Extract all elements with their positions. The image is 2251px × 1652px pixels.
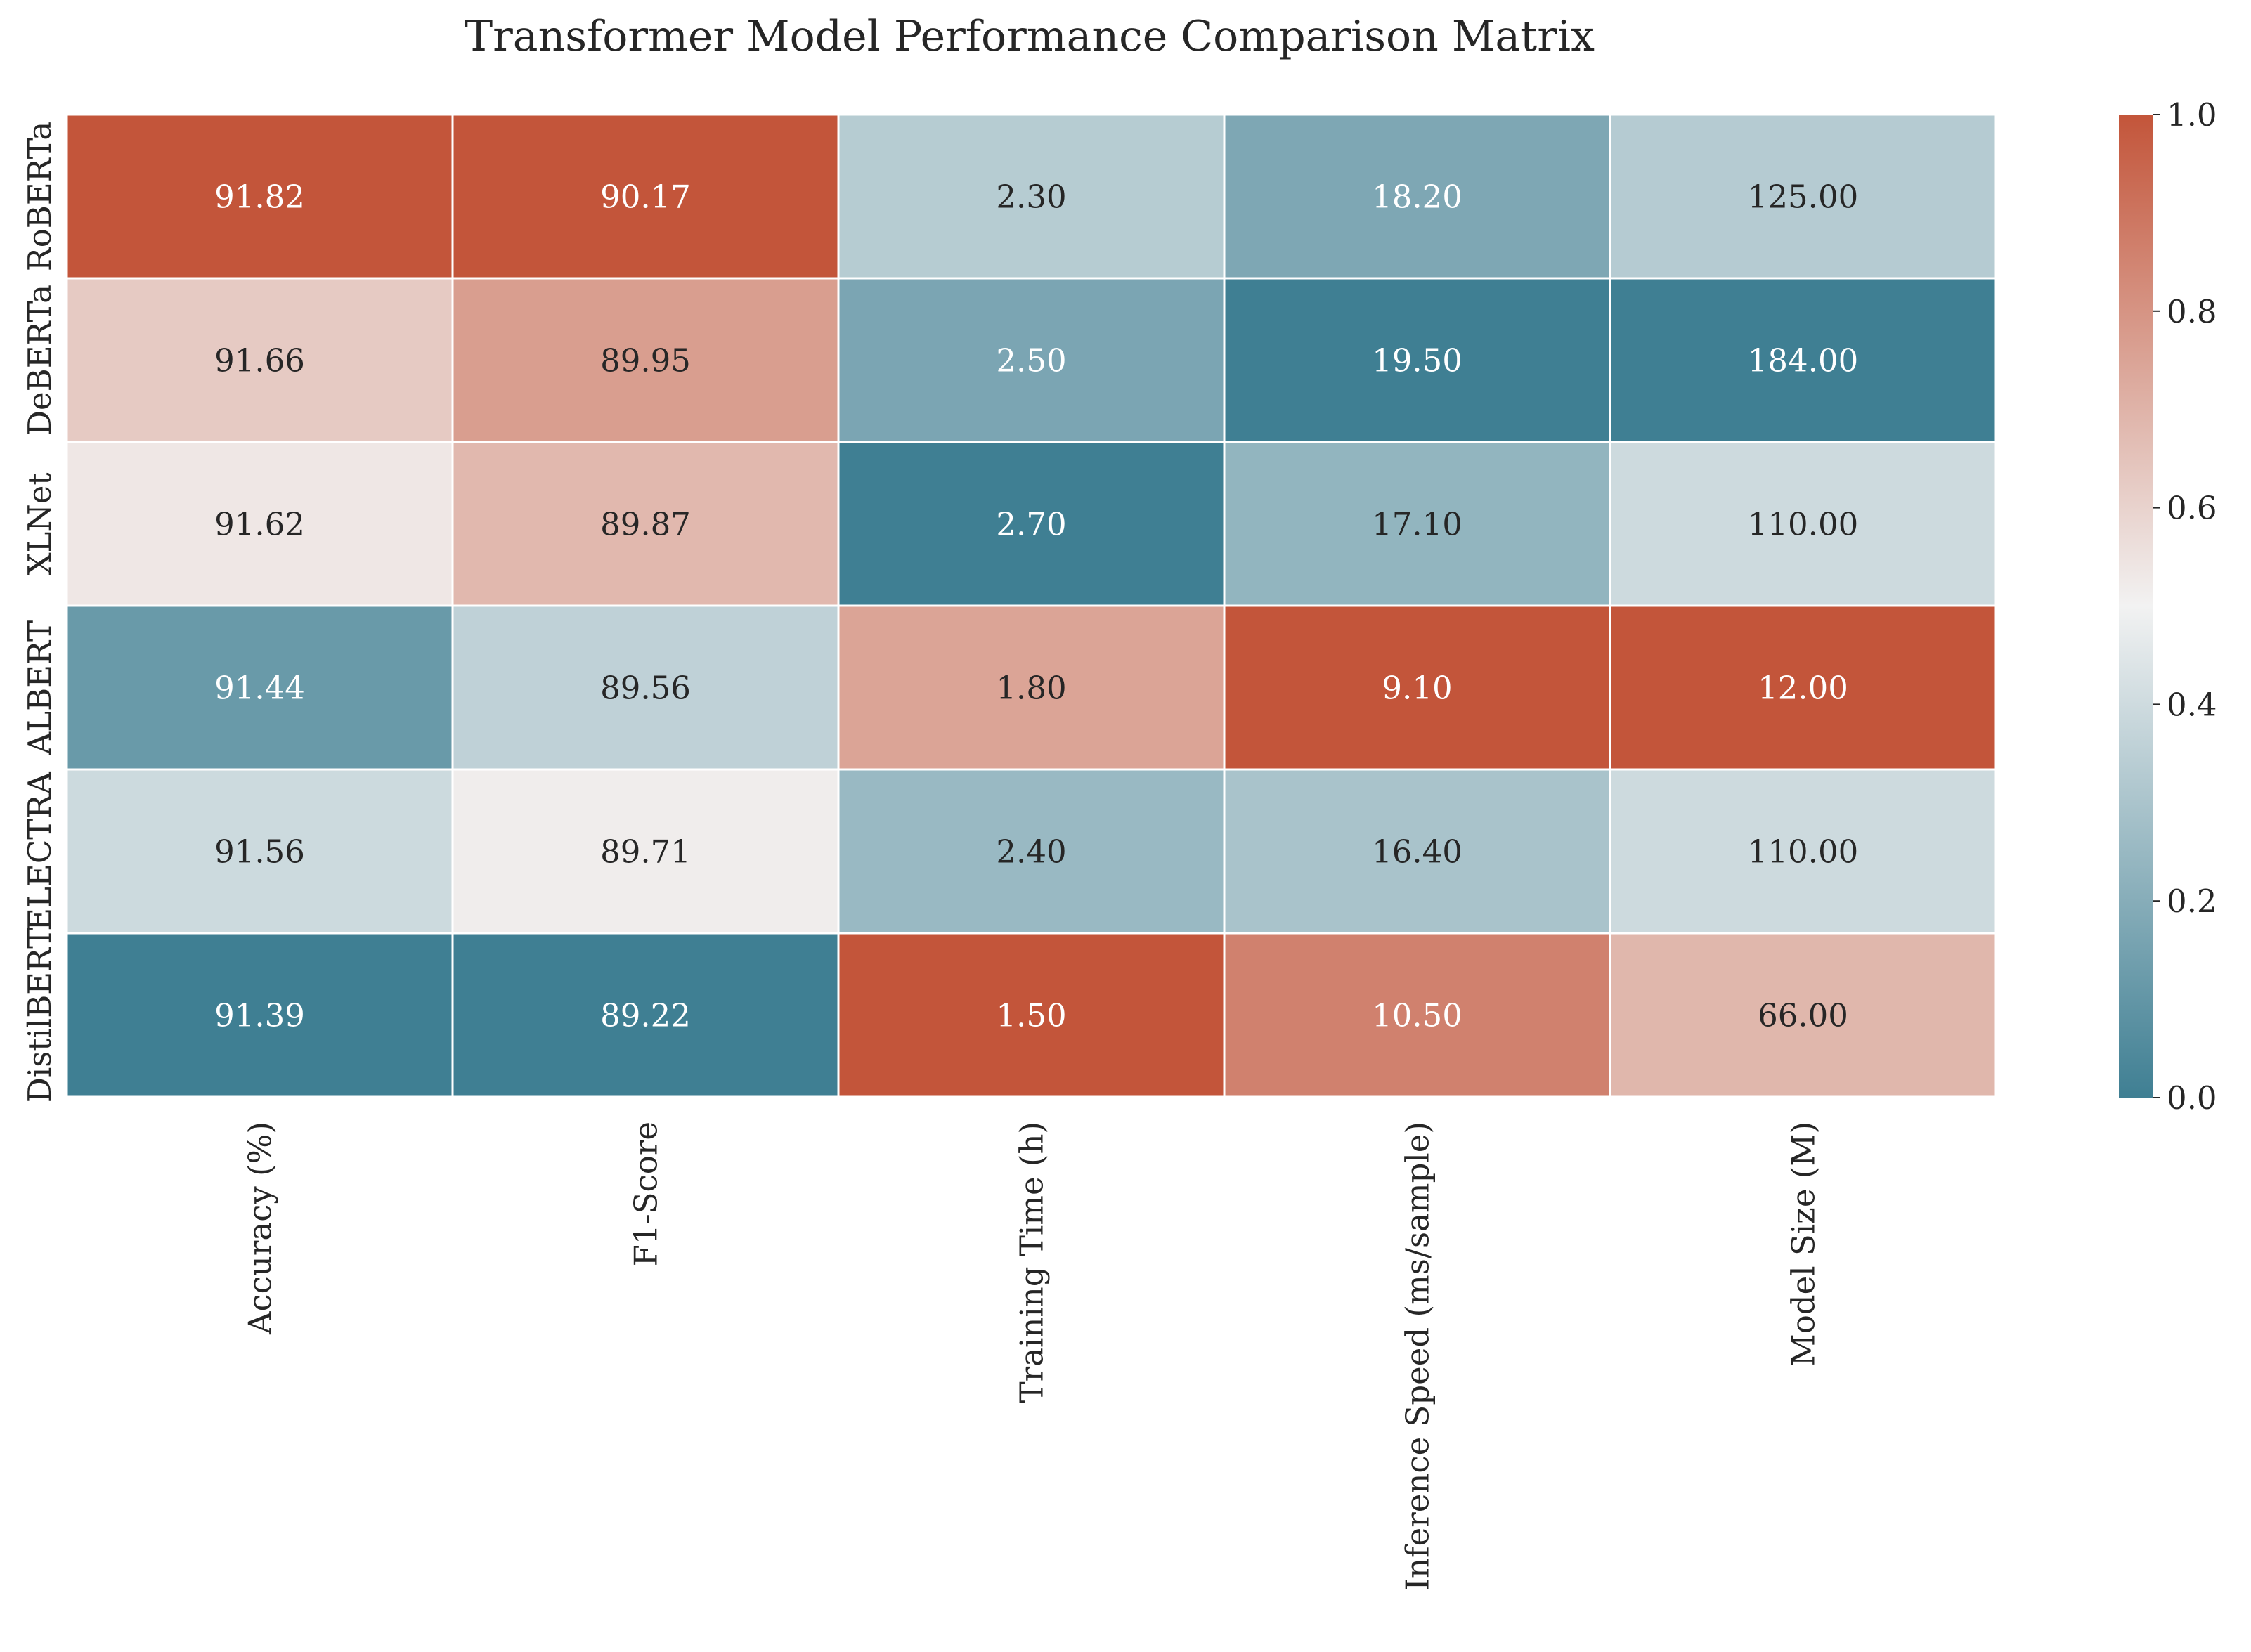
cell-value-label: 18.20 (1372, 178, 1462, 216)
cell-value-label: 90.17 (600, 178, 691, 216)
cell-value-label: 1.50 (996, 997, 1066, 1034)
heatmap-cell (451, 113, 840, 280)
heatmap-cell (1609, 441, 1997, 607)
heatmap-cell (451, 604, 840, 771)
y-tick-label: ELECTRA (21, 772, 58, 931)
x-tick-label: Inference Speed (ms/sample) (1399, 1121, 1436, 1591)
colorbar-tick-label: 0.6 (2167, 490, 2217, 527)
y-tick-label: ALBERT (21, 620, 58, 755)
heatmap-cell (65, 604, 454, 771)
cell-value-label: 10.50 (1372, 997, 1462, 1034)
heatmap-cell (65, 113, 454, 280)
cell-value-label: 91.56 (214, 833, 305, 871)
y-tick-label: XLNet (21, 472, 58, 575)
cell-value-label: 91.82 (214, 178, 305, 216)
cell-value-label: 89.56 (600, 670, 691, 707)
heatmap-cell (1223, 113, 1611, 280)
heatmap-cell (837, 113, 1226, 280)
x-tick-label: Model Size (M) (1785, 1121, 1822, 1366)
colorbar-tick-label: 0.0 (2167, 1079, 2217, 1117)
heatmap-cell (1223, 604, 1611, 771)
heatmap-cell (1609, 604, 1997, 771)
cell-value-label: 12.00 (1758, 670, 1848, 707)
x-tick-label: Accuracy (%) (242, 1121, 279, 1335)
cell-value-label: 16.40 (1372, 833, 1462, 871)
heatmap-cell (1223, 932, 1611, 1098)
colorbar-tick-label: 0.2 (2167, 883, 2217, 920)
cell-value-label: 89.22 (600, 997, 691, 1034)
heatmap-cell (837, 277, 1226, 443)
cell-value-label: 91.62 (214, 506, 305, 543)
cell-value-label: 1.80 (996, 670, 1066, 707)
heatmap-cell (837, 604, 1226, 771)
x-tick-labels: Accuracy (%) F1-Score Training Time (h) Inf… (242, 1121, 1822, 1591)
cell-value-label: 66.00 (1758, 997, 1848, 1034)
heatmap-cell (1223, 441, 1611, 607)
heatmap-cell (837, 932, 1226, 1098)
heatmap-cell (65, 277, 454, 443)
heatmap-cell (837, 768, 1226, 935)
heatmap-cell (1609, 932, 1997, 1098)
heatmap-cell (1609, 768, 1997, 935)
heatmap-cell (65, 768, 454, 935)
cell-value-label: 19.50 (1372, 342, 1462, 379)
colorbar: 0.0 0.2 0.4 0.6 0.8 1.0 (2119, 96, 2217, 1117)
heatmap-cell (1609, 277, 1997, 443)
cell-value-label: 110.00 (1748, 833, 1858, 871)
x-tick-label: Training Time (h) (1013, 1121, 1051, 1403)
cell-value-label: 2.50 (996, 342, 1066, 379)
colorbar-tick-label: 0.8 (2167, 293, 2217, 330)
cell-value-label: 2.40 (996, 833, 1066, 871)
heatmap-cell (451, 441, 840, 607)
y-tick-labels: RoBERTa DeBERTa XLNet ALBERT ELECTRADistilBE… (21, 122, 58, 1103)
y-tick-label: RoBERTa (21, 122, 58, 271)
heatmap-cells: 91.82 90.17 2.30 18.20 125.00 91.66 89.95 2.50 1… (65, 113, 1997, 1098)
heatmap-cell (451, 932, 840, 1098)
cell-value-label: 2.30 (996, 178, 1066, 216)
cell-value-label: 89.87 (600, 506, 691, 543)
cell-value-label: 110.00 (1748, 506, 1858, 543)
colorbar-tick-label: 1.0 (2167, 96, 2217, 134)
heatmap-cell (451, 768, 840, 935)
cell-value-label: 89.71 (600, 833, 691, 871)
cell-value-label: 9.10 (1382, 670, 1452, 707)
x-tick-label: F1-Score (628, 1121, 665, 1266)
chart-title: Transformer Model Performance Comparison… (465, 12, 1595, 61)
heatmap-cell (1609, 113, 1997, 280)
y-tick-label: DeBERTa (21, 285, 58, 436)
colorbar-tick-label: 0.4 (2167, 686, 2217, 723)
cell-value-label: 17.10 (1372, 506, 1462, 543)
cell-value-label: 91.39 (214, 997, 305, 1034)
cell-value-label: 125.00 (1748, 178, 1858, 216)
colorbar-ticks: 0.0 0.2 0.4 0.6 0.8 1.0 (2153, 96, 2217, 1117)
cell-value-label: 89.95 (600, 342, 691, 379)
y-tick-label: DistilBERT (21, 928, 58, 1103)
cell-value-label: 2.70 (996, 506, 1066, 543)
cell-value-label: 91.44 (214, 670, 305, 707)
cell-value-label: 184.00 (1748, 342, 1858, 379)
heatmap-cell (837, 441, 1226, 607)
colorbar-gradient (2119, 115, 2153, 1098)
cell-value-label: 91.66 (214, 342, 305, 379)
